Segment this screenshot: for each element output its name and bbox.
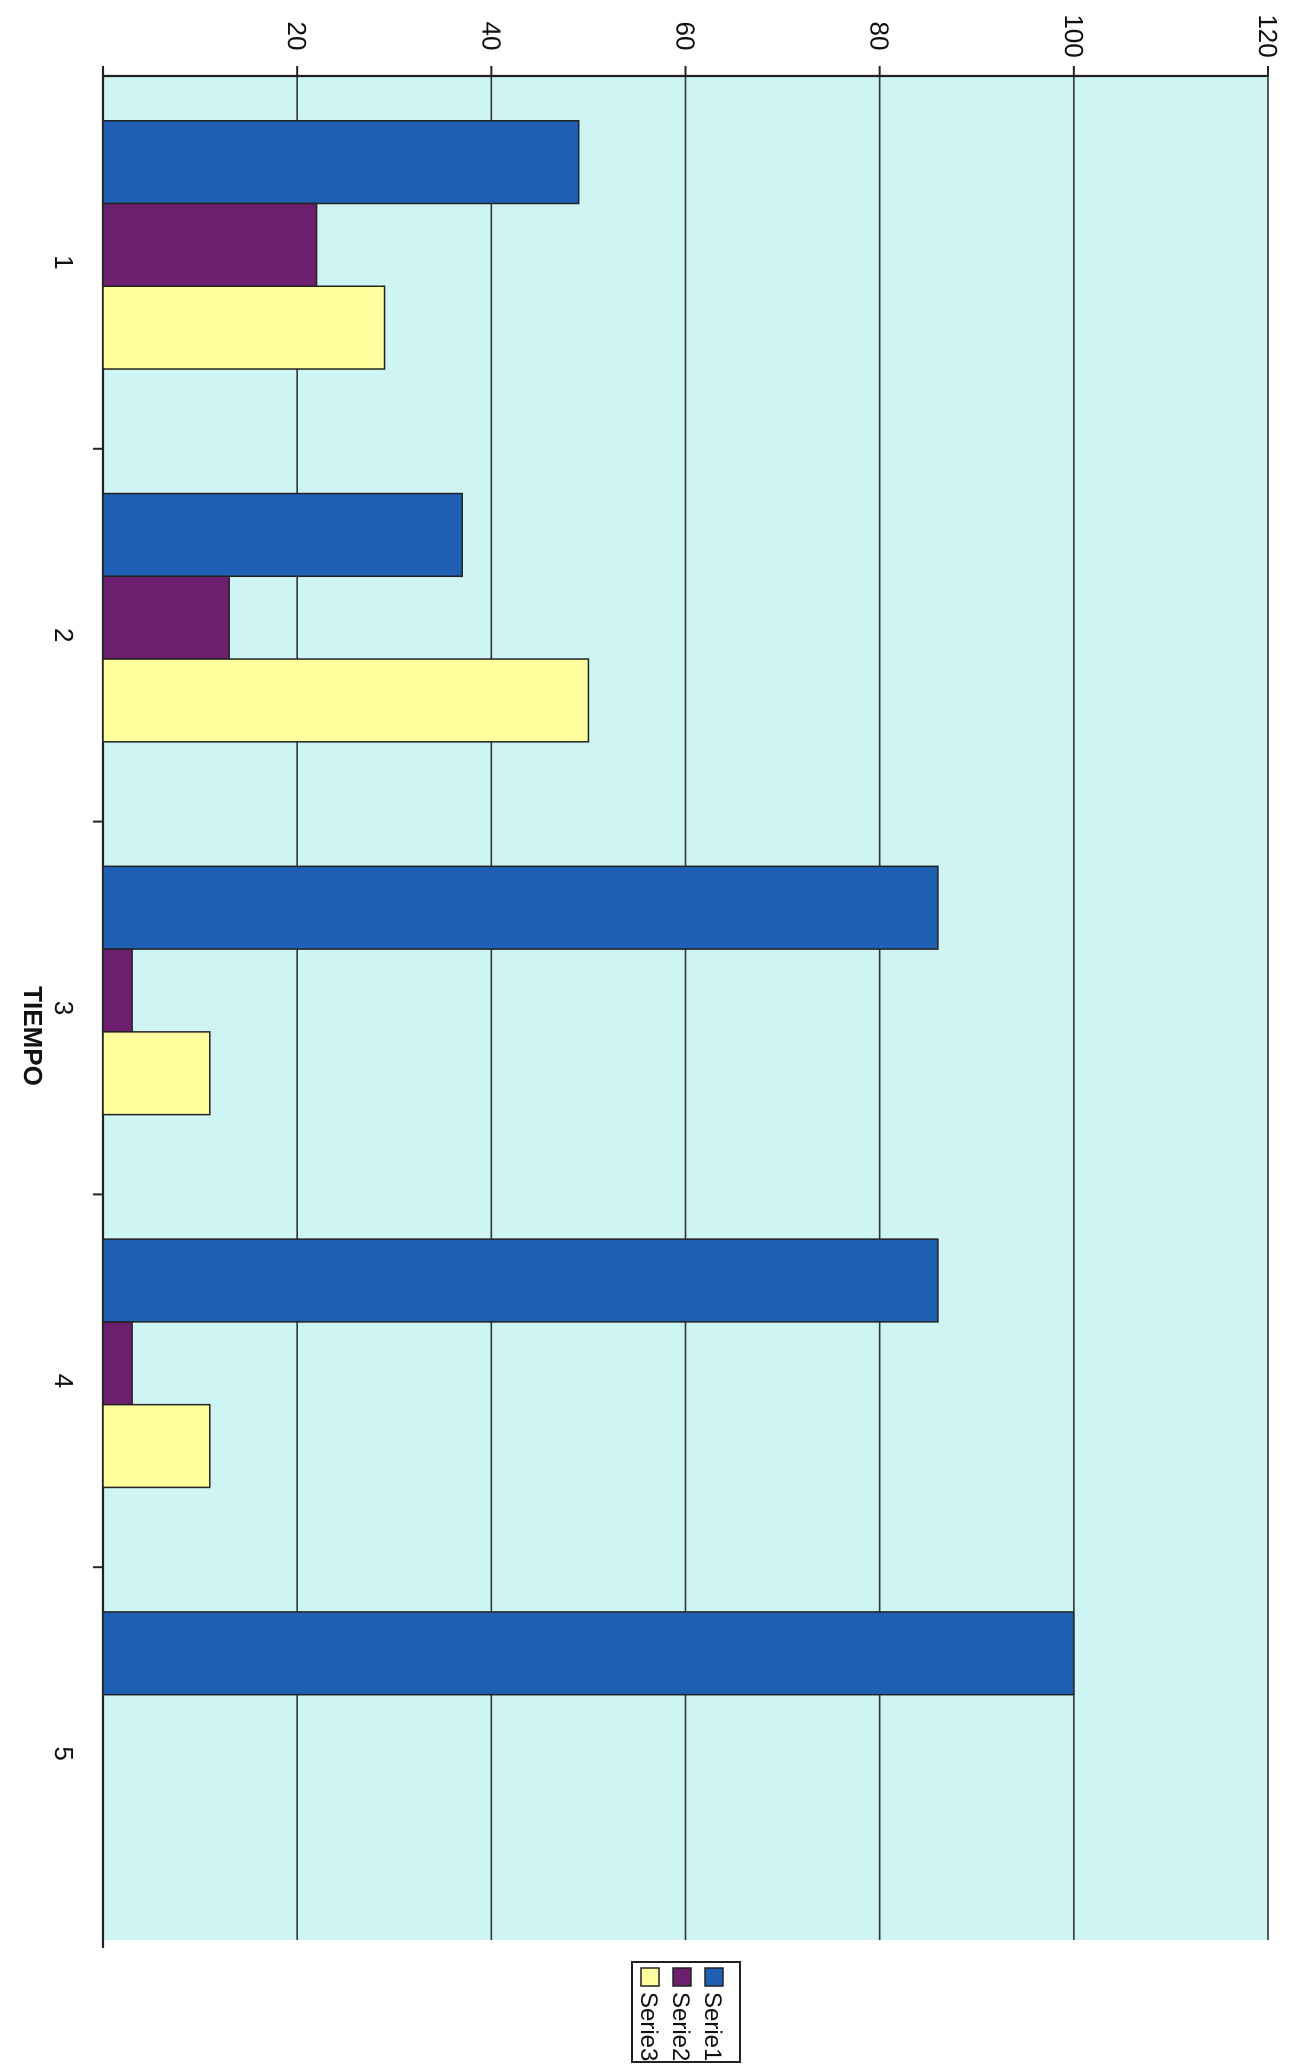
- bar-serie2-cat-1: [102, 202, 318, 288]
- bar-serie1-cat-3: [102, 865, 939, 950]
- value-axis: 20 40 60 80 100 120: [102, 14, 1283, 76]
- legend-swatch: [704, 1967, 724, 1987]
- value-tick-label: 120: [1253, 14, 1283, 57]
- bar-serie3-cat-3: [102, 1031, 211, 1116]
- bar-serie2-cat-4: [102, 1321, 133, 1406]
- legend-swatch: [640, 1967, 660, 1987]
- value-tick-label: 20: [282, 22, 312, 51]
- value-tick-label: 40: [476, 22, 506, 51]
- bar-serie2-cat-3: [102, 948, 133, 1033]
- legend-label: Serie3: [635, 1992, 662, 2061]
- value-tick-label: 60: [671, 22, 701, 51]
- value-tick-label: 80: [865, 22, 895, 51]
- bar-serie1-cat-5: [102, 1611, 1075, 1696]
- category-tick-label: 3: [49, 1001, 79, 1015]
- bar-serie3-cat-2: [102, 658, 590, 743]
- category-tick-label: 5: [49, 1746, 79, 1760]
- category-tick-label: 4: [49, 1374, 79, 1388]
- bar-serie3-cat-1: [102, 285, 386, 370]
- x-axis-title: TIEMPO: [18, 986, 48, 1086]
- legend-swatch: [672, 1967, 692, 1987]
- bar-serie1-cat-4: [102, 1238, 939, 1323]
- category-tick-label: 1: [49, 255, 79, 269]
- bar-serie2-cat-2: [102, 575, 230, 660]
- bar-serie1-cat-2: [102, 492, 463, 578]
- legend-label: Serie1: [699, 1992, 726, 2061]
- legend-label: Serie2: [667, 1992, 694, 2061]
- bar-serie1-cat-1: [102, 119, 580, 205]
- plot-area: [101, 68, 1269, 1948]
- bar-serie3-cat-4: [102, 1403, 211, 1489]
- category-tick-label: 2: [49, 628, 79, 642]
- value-tick-label: 100: [1059, 14, 1089, 57]
- category-axis: 1 2 3 4 5: [49, 255, 103, 1761]
